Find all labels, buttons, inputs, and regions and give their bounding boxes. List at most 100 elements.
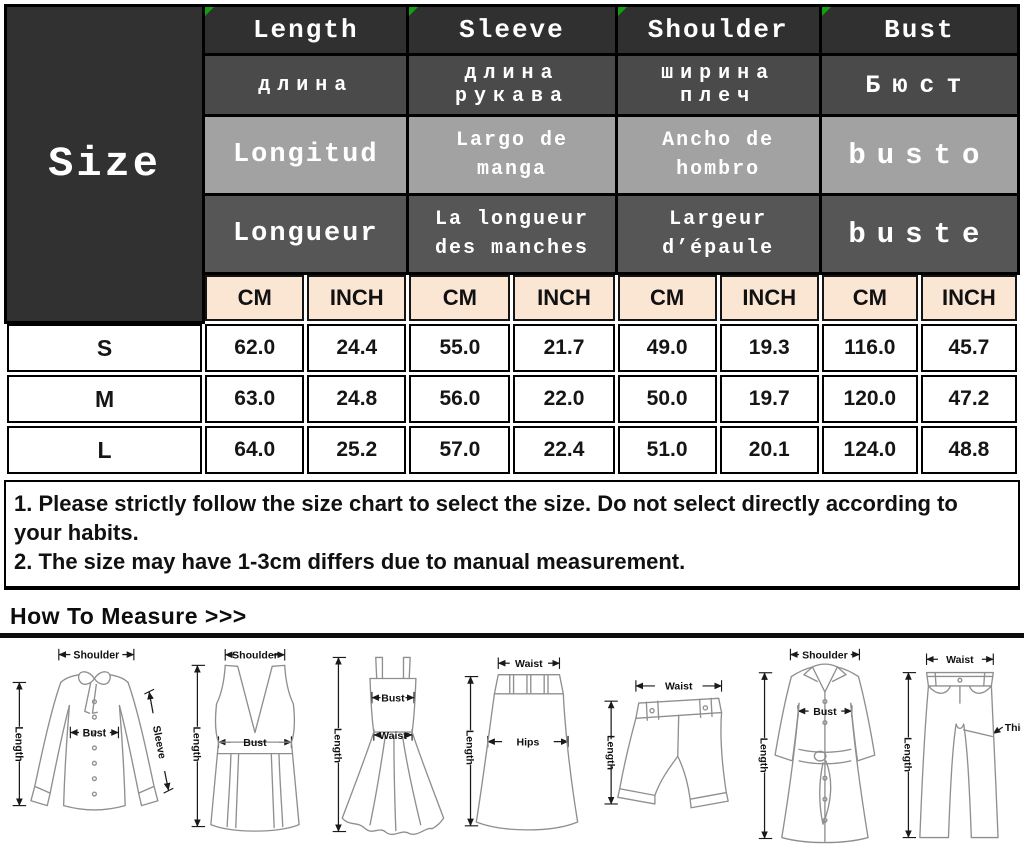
value-cell: 64.0 — [205, 426, 305, 474]
header-cell-bust-ru: Бюст — [821, 56, 1017, 114]
unit-cell-shoulder-cm: CM — [617, 275, 717, 321]
label-sleeve: Sleeve — [150, 725, 168, 760]
label-length: Length — [902, 737, 913, 772]
label-shoulder: Shoulder — [802, 649, 848, 661]
size-name-cell: L — [7, 426, 203, 474]
value-cell: 49.0 — [617, 324, 717, 372]
unit-cell-shoulder-inch: INCH — [719, 275, 819, 321]
label-hips: Hips — [516, 737, 539, 749]
label-bust: Bust — [382, 693, 406, 705]
header-cell-sleeve-en: Sleeve — [409, 7, 615, 53]
label-length: Length — [190, 727, 202, 762]
coat-drawing — [774, 663, 876, 844]
header-row-russian: длина длина рукава ширина плеч Бюст — [7, 56, 1017, 114]
figure-tank-top: Shoulder Bust Length — [190, 649, 300, 832]
measure-arrows — [335, 657, 415, 833]
table-row-size-l: L 64.0 25.2 57.0 22.4 51.0 20.1 124.0 48… — [7, 426, 1017, 474]
figure-dress: Bust Waist Length — [332, 656, 445, 836]
excel-corner-marker-icon — [205, 7, 215, 16]
header-cell-bust-en: Bust — [821, 7, 1017, 53]
measure-arrows — [607, 682, 722, 805]
header-cell-shoulder-ru: ширина плеч — [617, 56, 819, 114]
measure-ticks — [902, 653, 994, 839]
excel-corner-marker-icon — [409, 7, 419, 16]
value-cell: 62.0 — [205, 324, 305, 372]
value-cell: 56.0 — [409, 375, 511, 423]
value-cell: 124.0 — [821, 426, 918, 474]
header-row-spanish: Longitud Largo de manga Ancho de hombro … — [7, 117, 1017, 193]
label-waist: Waist — [946, 655, 974, 666]
label-bust: Bust — [814, 706, 838, 718]
label-length: Length — [332, 728, 344, 763]
excel-corner-marker-icon — [821, 7, 831, 16]
unit-cell-bust-cm: CM — [821, 275, 918, 321]
divider-rule — [0, 633, 1024, 639]
value-cell: 21.7 — [513, 324, 615, 372]
header-row-french: Longueur La longueur des manches Largeur… — [7, 196, 1017, 272]
value-cell: 19.3 — [719, 324, 819, 372]
skirt-drawing — [475, 674, 579, 831]
value-cell: 116.0 — [821, 324, 918, 372]
measure-arrows — [761, 651, 861, 840]
blouse-drawing — [30, 671, 159, 811]
value-cell: 120.0 — [821, 375, 918, 423]
value-cell: 20.1 — [719, 426, 819, 474]
header-cell-length-fr: Longueur — [205, 196, 407, 272]
measure-ticks — [191, 649, 292, 828]
label-waist: Waist — [515, 658, 543, 670]
header-cell-length-ru: длина — [205, 56, 407, 114]
size-notes: 1. Please strictly follow the size chart… — [4, 480, 1020, 591]
header-cell-sleeve-es: Largo de manga — [409, 117, 615, 193]
figure-skirt: Waist Hips Length — [464, 657, 579, 831]
size-name-cell: M — [7, 375, 203, 423]
pants-drawing — [919, 672, 999, 839]
value-cell: 24.4 — [307, 324, 407, 372]
header-cell-sleeve-ru: длина рукава — [409, 56, 615, 114]
unit-cell-length-cm: CM — [205, 275, 305, 321]
size-label: Size — [48, 140, 161, 188]
tank-top-drawing — [209, 664, 300, 832]
value-cell: 45.7 — [920, 324, 1017, 372]
header-cell-length-es: Longitud — [205, 117, 407, 193]
value-cell: 63.0 — [205, 375, 305, 423]
label-shoulder: Shoulder — [232, 650, 278, 662]
shorts-drawing — [616, 697, 729, 809]
value-cell: 19.7 — [719, 375, 819, 423]
label-bust: Bust — [243, 737, 267, 749]
header-cell-length-en: Length — [205, 7, 407, 53]
unit-row: CM INCH CM INCH CM INCH CM INCH — [7, 275, 1017, 321]
value-cell: 57.0 — [409, 426, 511, 474]
value-cell: 55.0 — [409, 324, 511, 372]
value-cell: 22.0 — [513, 375, 615, 423]
measure-figures-strip: Shoulder Bust Length Sleeve Shoulder Bus… — [0, 638, 1024, 850]
unit-cell-bust-inch: INCH — [920, 275, 1017, 321]
table-row-size-m: M 63.0 24.8 56.0 22.0 50.0 19.7 120.0 47… — [7, 375, 1017, 423]
dress-drawing — [341, 656, 445, 836]
figure-blouse: Shoulder Bust Length Sleeve — [13, 648, 174, 811]
size-name-cell: S — [7, 324, 203, 372]
value-cell: 47.2 — [920, 375, 1017, 423]
note-line-1: 1. Please strictly follow the size chart… — [14, 491, 958, 546]
unit-cell-sleeve-cm: CM — [409, 275, 511, 321]
size-header-cell: Size — [7, 7, 203, 321]
header-cell-shoulder-fr: Largeur d’épaule — [617, 196, 819, 272]
label-length: Length — [604, 735, 615, 770]
label-thigh: Thigh — [1005, 723, 1021, 734]
value-cell: 25.2 — [307, 426, 407, 474]
label-length: Length — [758, 738, 770, 773]
size-chart-table: Size Length Sleeve Shoulder Bust длина д… — [4, 4, 1020, 477]
header-cell-bust-fr: buste — [821, 196, 1017, 272]
figure-pants: Waist Thigh Length — [902, 653, 1021, 839]
value-cell: 51.0 — [617, 426, 717, 474]
figure-shorts: Waist Length — [604, 680, 729, 809]
value-cell: 24.8 — [307, 375, 407, 423]
value-cell: 48.8 — [920, 426, 1017, 474]
figure-coat: Shoulder Bust Length — [758, 648, 876, 844]
label-waist: Waist — [379, 730, 407, 742]
header-cell-sleeve-fr: La longueur des manches — [409, 196, 615, 272]
value-cell: 22.4 — [513, 426, 615, 474]
label-bust: Bust — [83, 727, 107, 739]
excel-corner-marker-icon — [617, 7, 627, 16]
label-length: Length — [464, 730, 476, 765]
header-cell-shoulder-en: Shoulder — [617, 7, 819, 53]
